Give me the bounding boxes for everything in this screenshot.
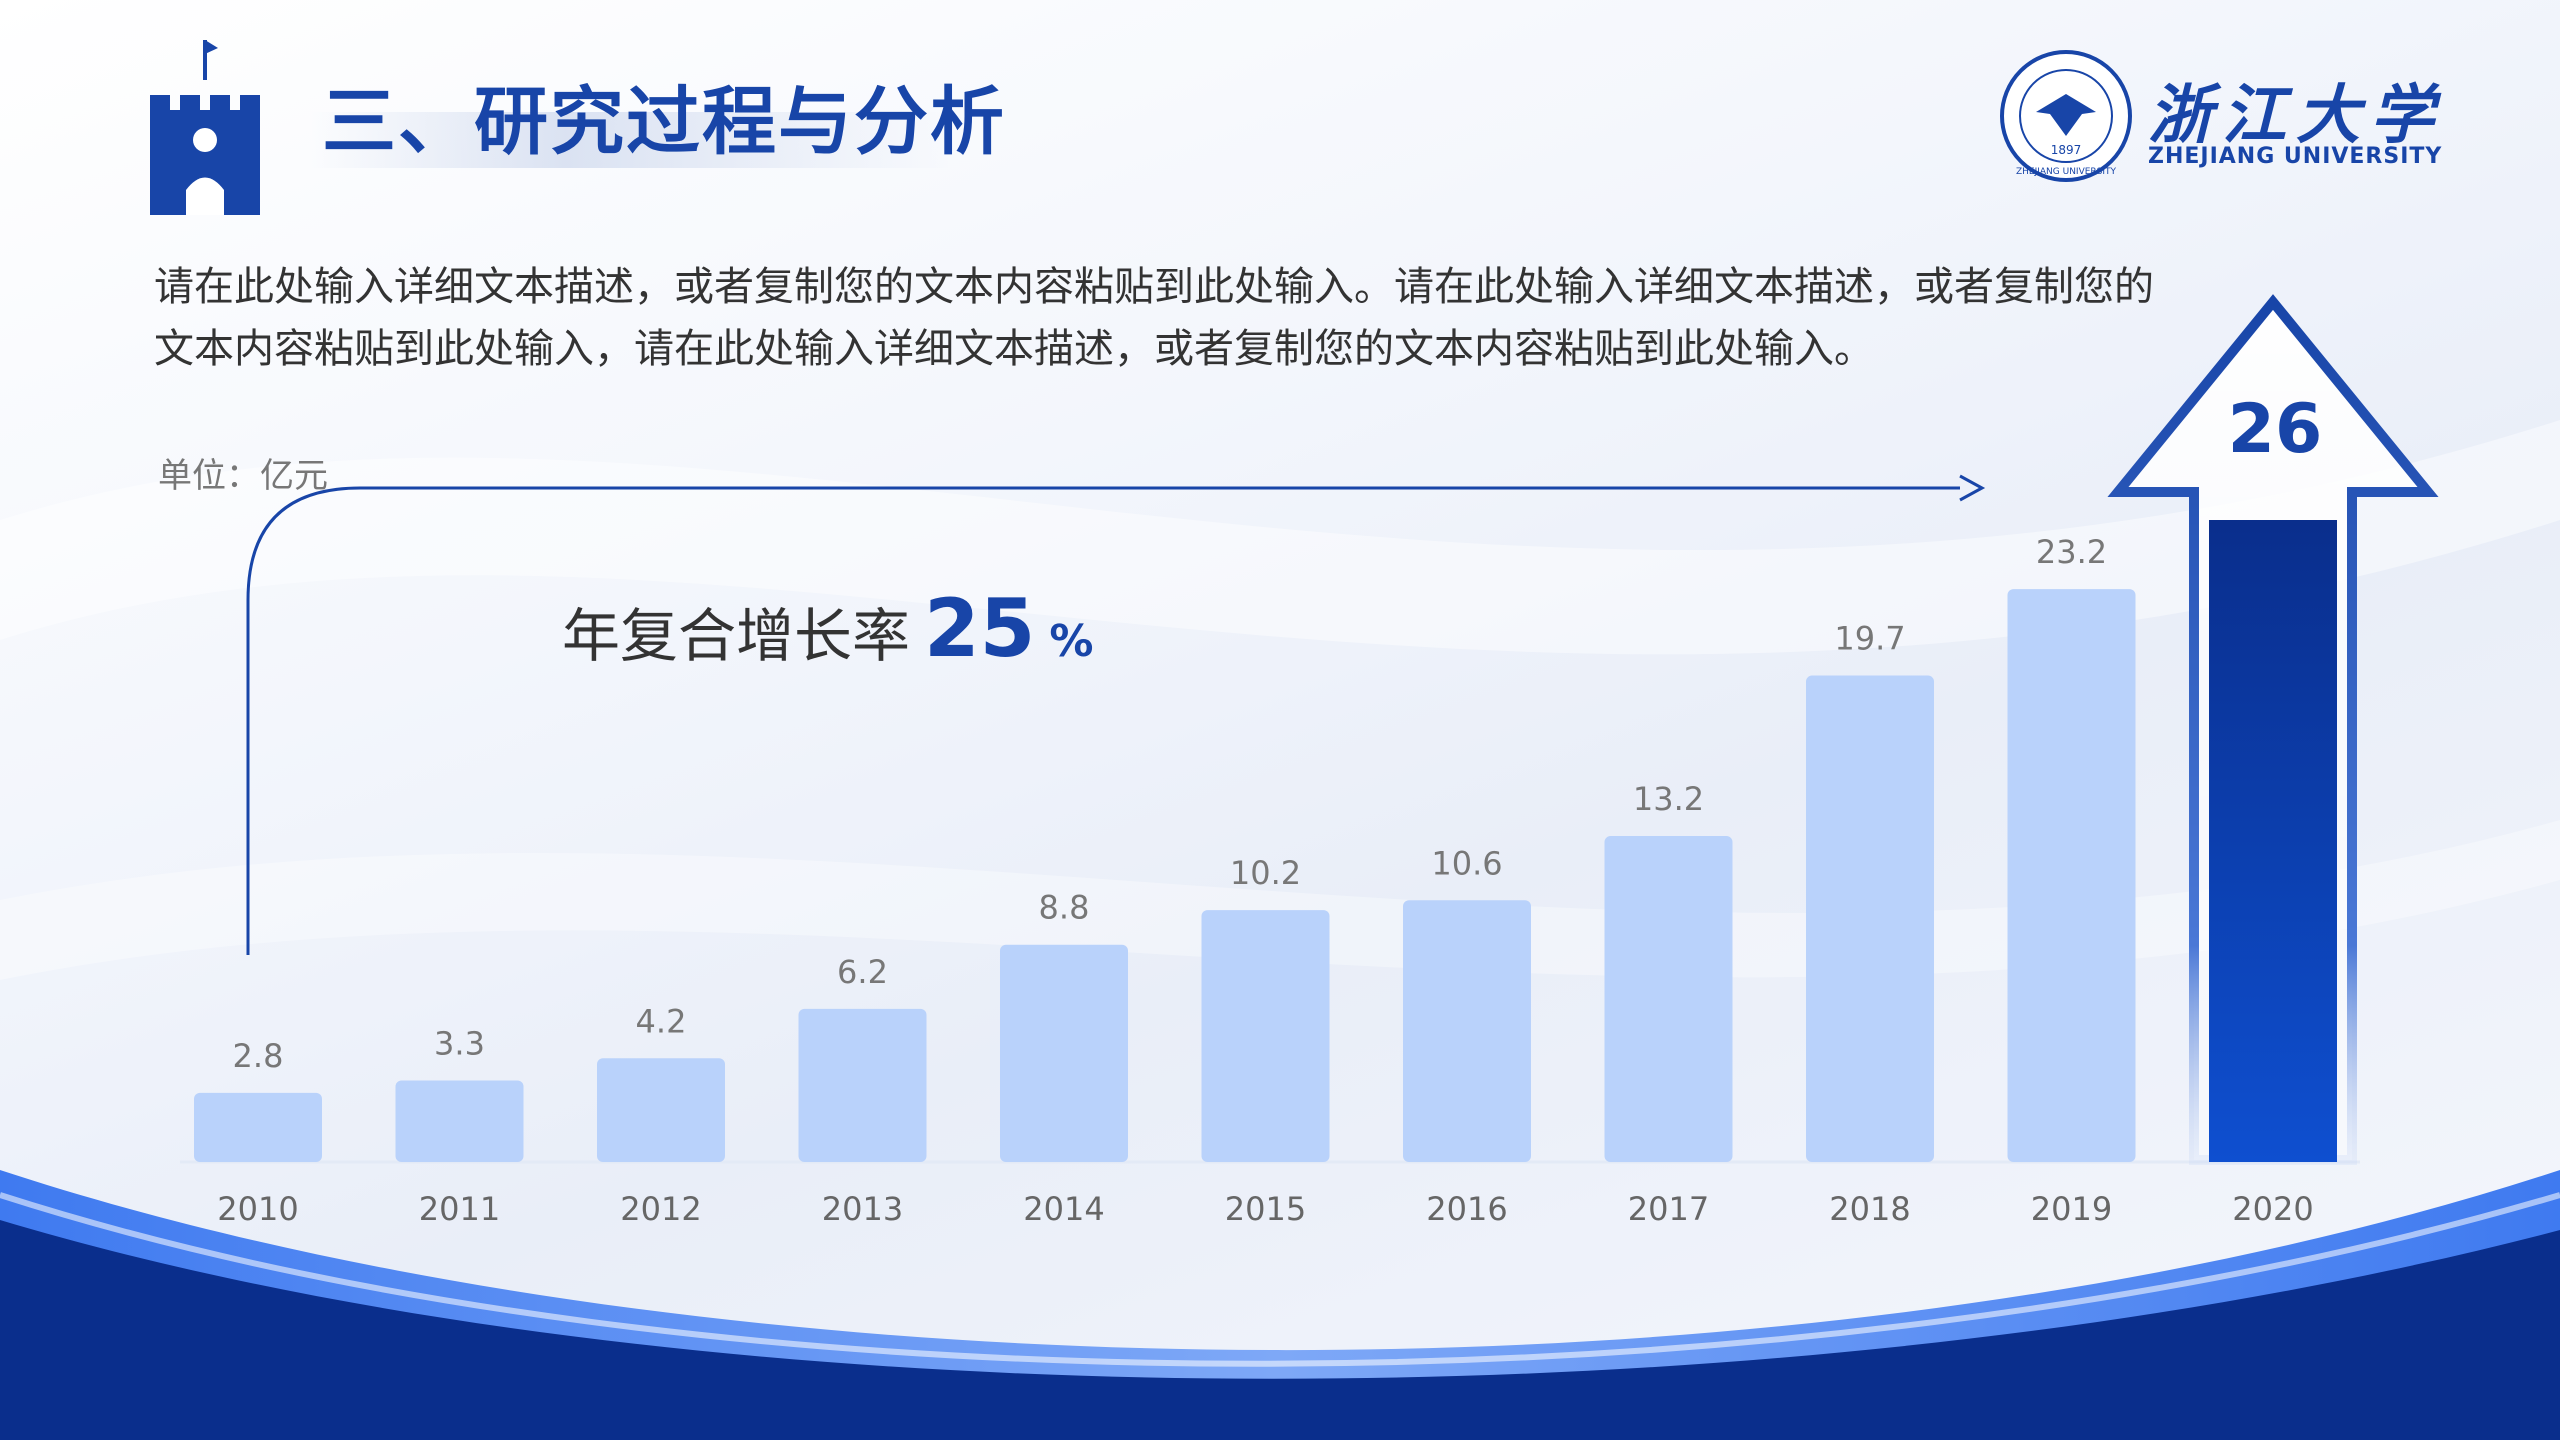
x-tick-2016: 2016 <box>1426 1190 1507 1228</box>
page-title: 三、研究过程与分析 <box>322 79 1006 165</box>
bar-2018 <box>1806 675 1934 1162</box>
bar-2016 <box>1403 900 1531 1162</box>
bar-2015 <box>1201 910 1330 1162</box>
seal-text: ZHEJIANG UNIVERSITY <box>2016 167 2117 177</box>
x-tick-2019: 2019 <box>2031 1190 2112 1228</box>
bar-2020 <box>2209 520 2337 1162</box>
value-label-2013: 6.2 <box>837 953 888 991</box>
value-label-2019: 23.2 <box>2036 533 2107 571</box>
x-tick-2017: 2017 <box>1628 1190 1709 1228</box>
x-tick-2015: 2015 <box>1225 1190 1306 1228</box>
x-tick-2010: 2010 <box>217 1190 298 1228</box>
highlight-value-label: 26 <box>2228 390 2323 469</box>
castle-icon <box>150 40 260 215</box>
x-tick-2012: 2012 <box>620 1190 701 1228</box>
bar-2012 <box>597 1058 725 1162</box>
value-label-2010: 2.8 <box>233 1037 284 1075</box>
x-tick-2011: 2011 <box>419 1190 500 1228</box>
bar-2017 <box>1604 836 1733 1162</box>
unit-label: 单位：亿元 <box>158 456 328 496</box>
value-label-2015: 10.2 <box>1230 854 1301 892</box>
description-text: 请在此处输入详细文本描述，或者复制您的文本内容粘贴到此处输入。请在此处输入详细文… <box>154 264 2154 372</box>
x-tick-2014: 2014 <box>1023 1190 1104 1228</box>
x-tick-2018: 2018 <box>1829 1190 1910 1228</box>
value-label-2018: 19.7 <box>1834 620 1905 658</box>
value-label-2017: 13.2 <box>1633 780 1704 818</box>
x-tick-2020: 2020 <box>2232 1190 2313 1228</box>
cagr-callout: 年复合增长率 25% <box>562 582 1093 675</box>
cagr-label: 年复合增长率 <box>562 602 911 670</box>
value-label-2016: 10.6 <box>1431 844 1502 882</box>
bar-2013 <box>798 1008 927 1162</box>
seal-year: 1897 <box>2051 143 2082 157</box>
bar-2010 <box>194 1092 322 1162</box>
bar-2014 <box>1000 944 1128 1162</box>
cagr-bracket <box>246 486 1960 955</box>
cagr-bracket-head <box>1959 474 1986 502</box>
bar-2019 <box>2007 589 2136 1162</box>
university-seal: 1897 ZHEJIANG UNIVERSITY <box>2000 50 2132 182</box>
value-label-2014: 8.8 <box>1039 889 1090 927</box>
cagr-unit: % <box>1049 616 1094 667</box>
bar-2011 <box>395 1080 524 1162</box>
x-tick-2013: 2013 <box>822 1190 903 1228</box>
title-underlay <box>310 112 950 168</box>
cagr-value: 25 <box>924 582 1036 675</box>
value-label-2011: 3.3 <box>434 1025 485 1063</box>
university-name-en: ZHEJIANG UNIVERSITY <box>2148 144 2443 169</box>
university-name-cn: 浙江大学 <box>2148 78 2444 153</box>
footer-wave-dark <box>0 1220 2560 1440</box>
value-label-2012: 4.2 <box>636 1002 687 1040</box>
